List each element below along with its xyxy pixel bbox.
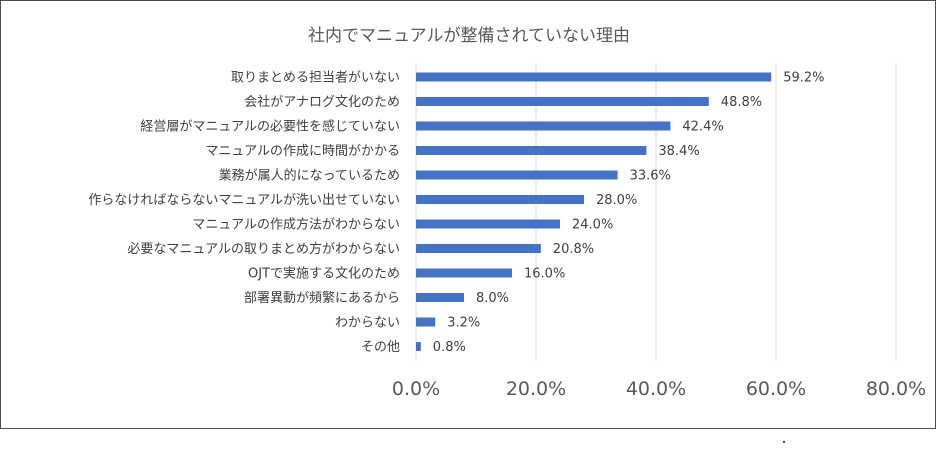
bar	[416, 195, 584, 204]
category-label: マニュアルの作成方法がわからない	[192, 217, 400, 233]
data-label: 20.8%	[553, 242, 594, 257]
category-label: 作らなければならないマニュアルが洗い出せていない	[88, 193, 400, 208]
category-label: 必要なマニュアルの取りまとめ方がわからない	[127, 241, 400, 257]
stray-dot	[783, 441, 785, 443]
bar	[416, 293, 464, 302]
value-labels: 59.2% 48.8% 42.4% 38.4% 33.6% 28.0% 24.0% 20.8%…	[433, 71, 825, 356]
gridlines	[415, 63, 897, 361]
bars	[416, 72, 772, 351]
bar	[416, 146, 647, 155]
category-label: 会社がアナログ文化のため	[244, 94, 400, 110]
category-label: 業務が属人的になっているため	[219, 168, 400, 184]
bar	[416, 244, 541, 253]
bar	[416, 72, 772, 82]
bar	[416, 97, 709, 106]
data-label: 59.2%	[783, 71, 824, 86]
data-label: 3.2%	[447, 316, 480, 331]
data-label: 16.0%	[524, 267, 565, 282]
category-label: 経営層がマニュアルの必要性を感じていない	[140, 119, 400, 135]
category-label: わからない	[335, 316, 400, 331]
x-tick-label: 80.0%	[866, 378, 926, 400]
category-label: 部署異動が頻繁にあるから	[244, 290, 400, 306]
x-tick-label: 60.0%	[746, 378, 806, 400]
bar	[416, 219, 560, 229]
chart-title: 社内でマニュアルが整備されていない理由	[308, 26, 630, 46]
x-tick-label: 20.0%	[506, 378, 566, 400]
bar	[416, 268, 512, 278]
x-tick-label: 40.0%	[626, 378, 686, 400]
bar	[416, 170, 618, 180]
category-label: マニュアルの作成に時間がかかる	[205, 144, 400, 159]
category-label: 取りまとめる担当者がいない	[231, 71, 400, 86]
data-label: 8.0%	[476, 291, 509, 306]
category-labels: 取りまとめる担当者がいない会社がアナログ文化のため経営層がマニュアルの必要性を感…	[88, 71, 400, 356]
data-label: 0.8%	[433, 340, 466, 355]
data-label: 38.4%	[658, 144, 699, 159]
bar	[416, 121, 671, 131]
x-axis-ticks: 0.0% 20.0% 40.0% 60.0% 80.0%	[392, 378, 926, 400]
bar	[416, 342, 421, 351]
data-label: 28.0%	[596, 193, 637, 208]
bar	[416, 317, 436, 327]
x-tick-label: 0.0%	[392, 378, 440, 400]
bar-chart: 社内でマニュアルが整備されていない理由 取りまとめる担当者がいない会社がアナログ…	[88, 26, 926, 400]
category-label: その他	[361, 340, 400, 355]
data-label: 24.0%	[572, 218, 613, 233]
chart-frame: 社内でマニュアルが整備されていない理由 取りまとめる担当者がいない会社がアナログ…	[0, 0, 936, 429]
data-label: 33.6%	[630, 169, 671, 184]
data-label: 48.8%	[721, 95, 762, 110]
data-label: 42.4%	[682, 120, 723, 135]
category-label: OJTで実施する文化のため	[248, 266, 400, 282]
